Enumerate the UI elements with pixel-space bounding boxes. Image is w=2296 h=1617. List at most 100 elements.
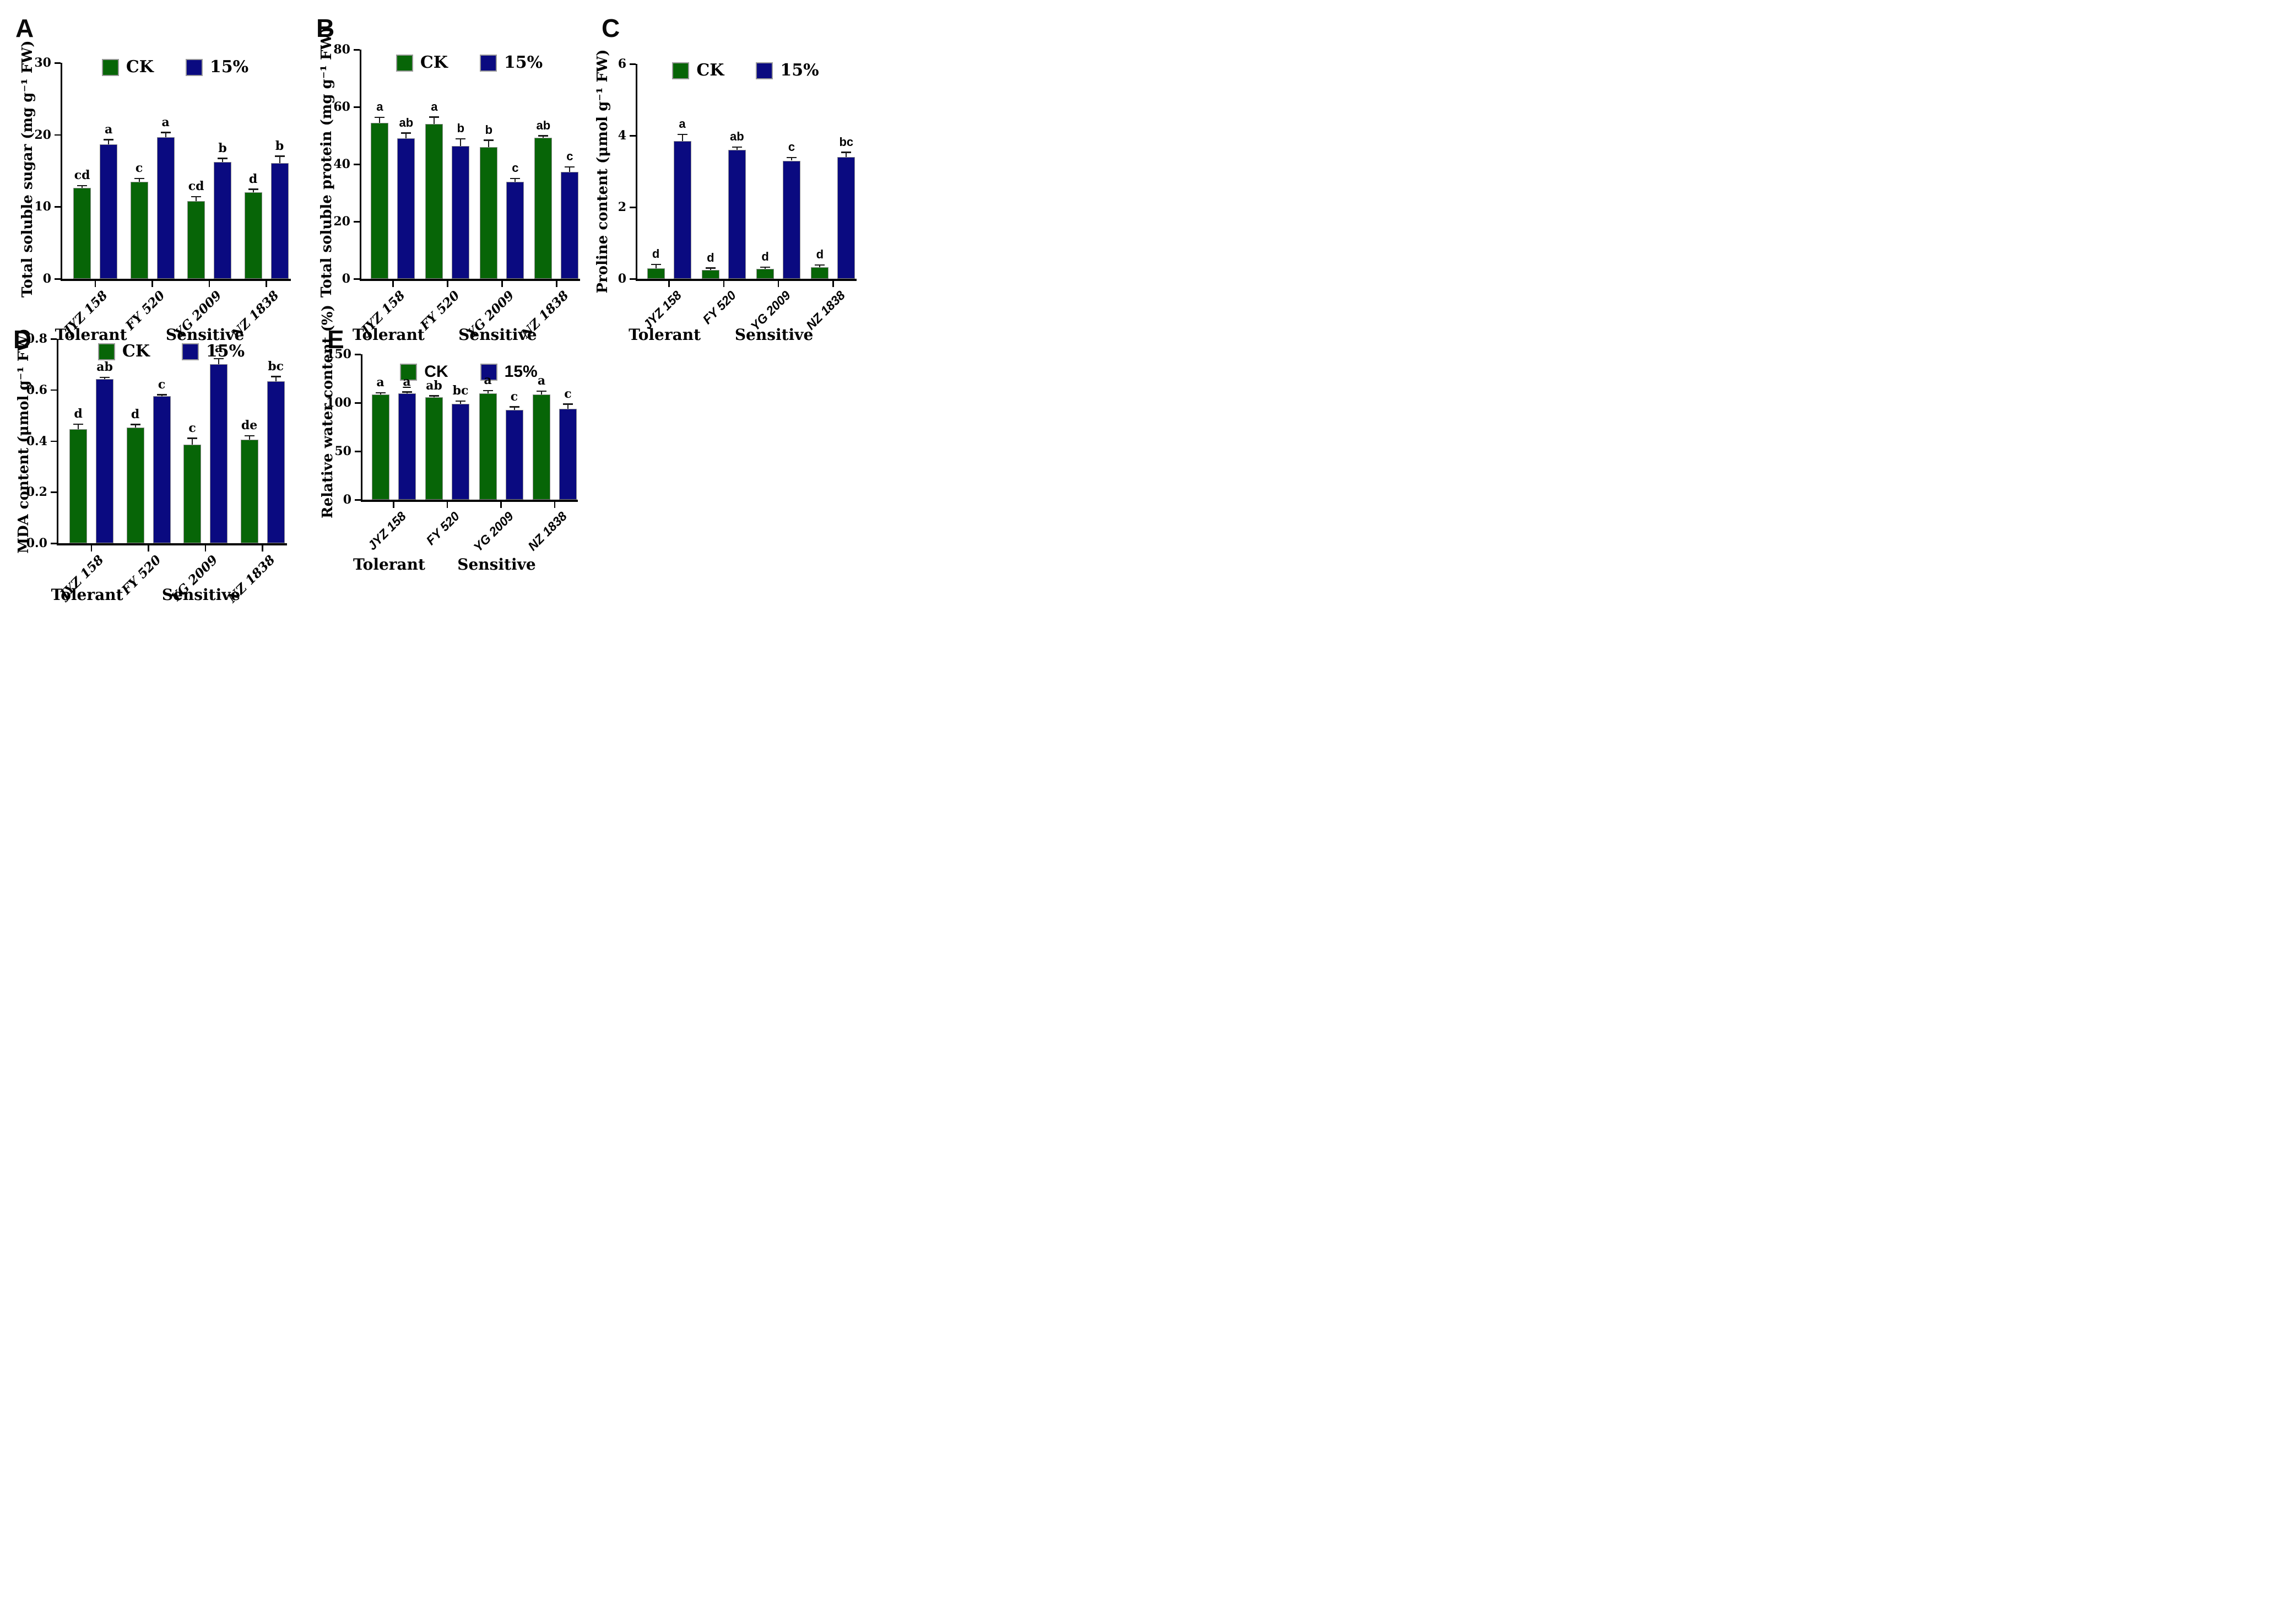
significance-letter: b	[457, 121, 465, 136]
significance-letter: cd	[188, 179, 204, 194]
group-label-tolerant: Tolerant	[352, 326, 425, 344]
error-bar	[192, 438, 193, 445]
x-tick-mark	[90, 545, 93, 551]
legend-item-ck: CK	[400, 363, 448, 381]
error-bar-cap	[375, 116, 385, 118]
group-label-tolerant: Tolerant	[353, 555, 425, 574]
error-bar-cap	[484, 139, 494, 141]
x-tick-mark	[204, 545, 207, 551]
y-tick-mark	[51, 440, 57, 442]
significance-letter: c	[566, 149, 573, 164]
significance-letter: a	[214, 341, 223, 356]
bar-15	[153, 396, 171, 543]
y-tick-label: 80	[333, 42, 350, 57]
error-bar-cap	[218, 158, 228, 159]
bar-15	[267, 381, 285, 543]
x-tick-mark	[832, 280, 834, 287]
error-bar	[222, 158, 224, 163]
bar-ck	[534, 137, 553, 279]
error-bar	[380, 393, 381, 395]
error-bar-cap	[104, 139, 114, 140]
error-bar-cap	[538, 135, 549, 137]
bar-15	[561, 172, 579, 279]
bar-ck	[69, 429, 88, 543]
y-tick-mark	[55, 134, 61, 136]
error-bar	[655, 264, 657, 268]
significance-letter: ab	[96, 360, 113, 375]
error-bar-cap	[677, 133, 687, 136]
y-tick-label: 0	[42, 272, 51, 286]
significance-letter: d	[248, 171, 258, 186]
legend-label-ck: CK	[122, 342, 150, 361]
error-bar-cap	[77, 185, 88, 187]
error-bar	[819, 265, 821, 267]
error-bar	[405, 133, 407, 139]
error-bar-cap	[705, 267, 716, 269]
error-bar-cap	[274, 155, 285, 157]
y-tick-mark	[355, 354, 361, 355]
legend-label-15: 15%	[504, 363, 538, 381]
x-tick-mark	[501, 280, 503, 287]
y-tick-label: 30	[34, 56, 51, 70]
error-bar-cap	[483, 390, 493, 391]
error-bar	[78, 424, 79, 429]
error-bar	[460, 139, 462, 147]
x-tick-mark	[668, 280, 670, 287]
y-tick-label: 0.0	[26, 536, 47, 550]
significance-letter: a	[104, 122, 113, 137]
error-bar	[765, 267, 766, 269]
legend-item-15: 15%	[185, 57, 249, 77]
error-bar	[434, 396, 435, 398]
y-axis-line	[636, 64, 637, 280]
bar-ck	[126, 428, 144, 543]
y-tick-mark	[355, 451, 361, 452]
significance-letter: c	[788, 140, 795, 154]
y-tick-mark	[354, 164, 360, 165]
significance-letter: a	[376, 100, 383, 114]
significance-letter: a	[537, 374, 546, 388]
x-tick-mark	[446, 501, 448, 508]
y-tick-mark	[630, 278, 636, 280]
panel-letter-a: A	[15, 14, 34, 42]
legend-item-15: 15%	[479, 54, 543, 72]
legend-label-15: 15%	[209, 57, 249, 77]
group-label-sensitive: Sensitive	[165, 326, 245, 344]
bar-ck	[701, 269, 719, 279]
x-tick-mark	[266, 280, 267, 287]
y-tick-mark	[355, 402, 361, 404]
ck-swatch	[396, 54, 413, 72]
error-bar	[488, 140, 490, 147]
bar-ck	[425, 397, 443, 500]
bar-15	[156, 137, 175, 279]
x-tick-mark	[500, 501, 502, 508]
x-tick-mark	[556, 280, 557, 287]
bar-ck	[187, 201, 205, 279]
ck-swatch	[400, 363, 418, 381]
error-bar	[248, 436, 250, 440]
significance-letter: c	[512, 161, 519, 175]
panel-c: C Proline content (μmol g⁻¹ FW) 0 2 4 6 CK 15%…	[592, 0, 861, 343]
legend-item-15: 15%	[181, 343, 245, 360]
y-tick-mark	[55, 206, 61, 208]
error-bar-cap	[429, 395, 439, 397]
error-bar	[791, 158, 793, 161]
error-bar-cap	[651, 263, 661, 265]
x-tick-mark	[723, 280, 725, 287]
y-axis-line	[57, 339, 58, 544]
significance-letter: c	[510, 389, 518, 404]
error-bar-cap	[510, 177, 521, 179]
error-bar	[104, 377, 106, 380]
legend: CK 15%	[636, 61, 855, 80]
error-bar	[515, 179, 516, 182]
bar-15	[728, 150, 746, 279]
panel-letter-c: C	[602, 14, 620, 42]
error-bar-cap	[841, 152, 852, 153]
significance-letter: cd	[74, 168, 90, 183]
y-tick-label: 0	[618, 272, 626, 286]
bar-15	[100, 144, 118, 279]
y-axis-label: Relative water content (%)	[320, 305, 336, 518]
significance-letter: a	[403, 374, 411, 389]
bar-15	[673, 140, 691, 279]
significance-letter: b	[218, 140, 227, 155]
error-bar	[543, 136, 544, 138]
